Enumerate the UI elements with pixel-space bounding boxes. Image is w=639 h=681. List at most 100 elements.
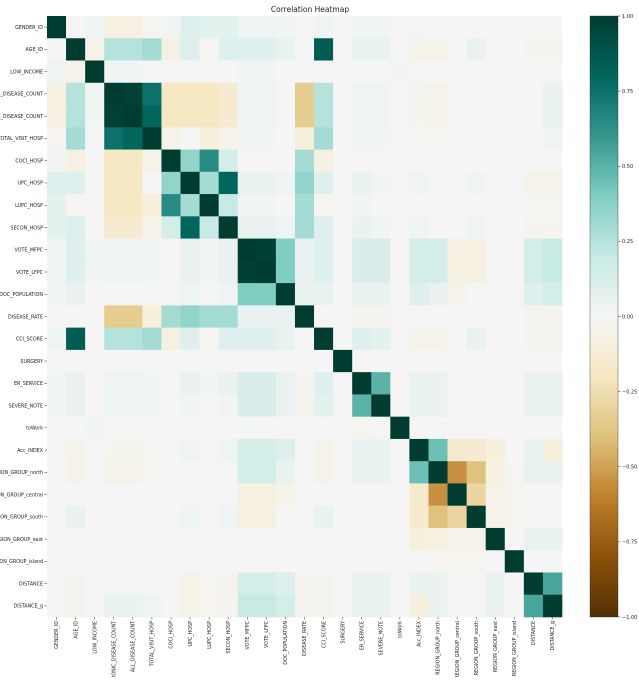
heatmap-cell — [180, 238, 200, 262]
heatmap-cell — [66, 372, 86, 395]
heatmap-cell — [123, 461, 143, 484]
heatmap-cell — [523, 283, 544, 306]
heatmap-cell — [352, 349, 372, 373]
heatmap-cell — [504, 483, 525, 506]
heatmap-cell — [333, 394, 353, 417]
heatmap-cell — [123, 349, 143, 373]
heatmap-cell — [523, 594, 544, 618]
heatmap-cell — [352, 505, 372, 529]
heatmap-cell — [237, 372, 258, 395]
heatmap-cell — [237, 594, 258, 618]
heatmap-cell — [314, 572, 334, 596]
heatmap-cell — [66, 149, 86, 173]
heatmap-cell — [199, 594, 219, 618]
heatmap-cell — [237, 394, 258, 417]
heatmap-cell — [485, 461, 506, 484]
heatmap-cell — [390, 416, 410, 440]
heatmap-cell — [523, 305, 544, 328]
heatmap-cell — [314, 105, 334, 128]
heatmap-cell — [314, 349, 334, 373]
heatmap-cell — [66, 16, 86, 39]
heatmap-cell — [161, 216, 181, 239]
heatmap-cell — [294, 505, 315, 529]
heatmap-cell — [275, 594, 296, 618]
heatmap-cell — [314, 238, 334, 262]
heatmap-cell — [447, 105, 467, 128]
heatmap-cell — [409, 171, 429, 195]
heatmap-cell — [314, 483, 334, 506]
x-tick-label: CCI_SCORE — [321, 621, 327, 648]
heatmap-cell — [161, 505, 181, 529]
heatmap-cell — [123, 483, 143, 506]
heatmap-cell — [142, 194, 162, 217]
heatmap-cell — [47, 527, 67, 551]
heatmap-cell — [371, 327, 391, 351]
heatmap-cell — [466, 394, 486, 417]
heatmap-cell — [352, 216, 372, 239]
heatmap-cell — [47, 260, 67, 284]
heatmap-cell — [294, 149, 315, 173]
heatmap-cell — [237, 327, 258, 351]
heatmap-cell — [294, 416, 315, 440]
heatmap-cell — [352, 438, 372, 462]
heatmap-cell — [447, 238, 467, 262]
heatmap-cell — [123, 372, 143, 395]
heatmap-cell — [542, 127, 563, 150]
heatmap-cell — [485, 16, 506, 39]
heatmap-cell — [199, 349, 219, 373]
heatmap-cell — [409, 461, 429, 484]
heatmap-cell — [409, 82, 429, 106]
heatmap-cell — [161, 527, 181, 551]
heatmap-cell — [409, 394, 429, 417]
heatmap-cell — [466, 438, 486, 462]
heatmap-cell — [504, 572, 525, 596]
heatmap-cell — [123, 327, 143, 351]
heatmap-cell — [218, 283, 239, 306]
y-tick-label: REGION_GROUP_east — [0, 537, 43, 543]
heatmap-cell — [466, 505, 486, 529]
heatmap-cell — [314, 194, 334, 217]
heatmap-cell — [142, 283, 162, 306]
heatmap-cell — [485, 38, 506, 61]
heatmap-cell — [104, 394, 124, 417]
heatmap-cell — [256, 372, 277, 395]
heatmap-cell — [47, 438, 67, 462]
heatmap-cell — [352, 305, 372, 328]
heatmap-cell — [180, 550, 200, 573]
heatmap-cell — [237, 82, 258, 106]
colorbar-tick-label: −0.25 — [622, 389, 637, 395]
heatmap-cell — [199, 550, 219, 573]
heatmap-cell — [523, 572, 544, 596]
heatmap-cell — [504, 127, 525, 150]
heatmap-cell — [390, 149, 410, 173]
heatmap-cell — [142, 527, 162, 551]
heatmap-cell — [371, 550, 391, 573]
heatmap-cell — [161, 238, 181, 262]
heatmap-cell — [447, 16, 467, 39]
heatmap-cell — [371, 38, 391, 61]
heatmap-cell — [314, 149, 334, 173]
heatmap-cell — [142, 238, 162, 262]
heatmap-cell — [85, 394, 105, 417]
y-tick-label: DISEASE_RATE — [8, 314, 43, 320]
heatmap-cell — [485, 572, 506, 596]
heatmap-cell — [504, 171, 525, 195]
heatmap-cell — [199, 572, 219, 596]
heatmap-cell — [180, 349, 200, 373]
heatmap-cell — [428, 82, 448, 106]
heatmap-cell — [180, 149, 200, 173]
heatmap-cell — [66, 105, 86, 128]
heatmap-cell — [352, 60, 372, 84]
heatmap-cell — [104, 127, 124, 150]
heatmap-cell — [142, 416, 162, 440]
heatmap-cell — [333, 327, 353, 351]
heatmap-cell — [47, 149, 67, 173]
heatmap-cell — [275, 572, 296, 596]
heatmap-cell — [237, 505, 258, 529]
heatmap-cell — [142, 461, 162, 484]
heatmap-cell — [142, 327, 162, 351]
y-tick-label: CCI_SCORE — [16, 337, 43, 343]
heatmap-cell — [256, 171, 277, 195]
heatmap-cell — [504, 372, 525, 395]
